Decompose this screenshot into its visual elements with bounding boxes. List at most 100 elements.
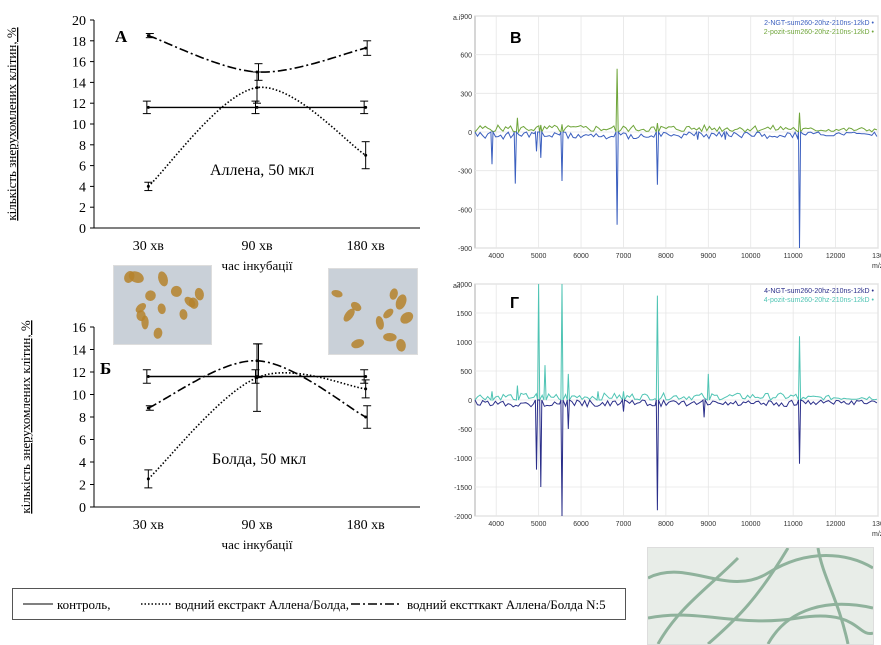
data-point — [146, 406, 150, 410]
cell — [136, 310, 146, 322]
y-tick-label: -2000 — [454, 514, 472, 521]
data-point — [364, 46, 368, 50]
x-tick-label: 30 хв — [133, 239, 165, 254]
cell — [170, 285, 182, 297]
data-point — [255, 86, 259, 90]
x-tick-label: 130 — [872, 253, 881, 260]
cell — [383, 308, 394, 319]
y-tick-label: 1500 — [456, 311, 472, 318]
x-tick-label: 5000 — [531, 253, 547, 260]
y-tick-label: 8 — [79, 139, 86, 154]
cell — [179, 309, 188, 320]
spectrum-trace — [474, 283, 877, 402]
series-line-dotted — [147, 86, 367, 188]
x-tick-label: 8000 — [658, 521, 674, 528]
y-tick-label: 18 — [72, 35, 86, 50]
y-tick-label: -500 — [458, 427, 472, 434]
y-unit-label: a.i. — [453, 283, 462, 290]
filament — [656, 556, 740, 644]
data-point — [364, 105, 368, 109]
cells-photo-left — [113, 265, 212, 345]
y-tick-label: 300 — [460, 91, 472, 98]
y-tick-label: 20 — [72, 14, 86, 29]
filament — [648, 613, 873, 636]
y-tick-label: 1000 — [456, 340, 472, 347]
x-tick-label: 10000 — [741, 253, 761, 260]
filament — [707, 548, 790, 644]
cell — [389, 288, 398, 300]
data-point — [146, 105, 150, 109]
cell — [145, 290, 156, 302]
cell — [194, 287, 204, 301]
cells-photo-right — [328, 268, 418, 355]
x-tick-label: 12000 — [826, 521, 846, 528]
y-tick-label: 4 — [79, 456, 86, 471]
x-tick-label: 11000 — [784, 253, 803, 260]
x-tick-label: 12000 — [826, 253, 846, 260]
data-point — [146, 34, 150, 38]
y-tick-label: 4 — [79, 180, 86, 195]
cell — [124, 270, 135, 283]
y-axis-label: кількість знерухомлених клітин, % — [4, 27, 19, 221]
y-tick-label: -900 — [458, 246, 472, 253]
y-tick-label: 2000 — [456, 282, 472, 289]
cell — [383, 332, 397, 342]
x-tick-label: 7000 — [616, 521, 632, 528]
data-point — [364, 375, 368, 378]
legend-entry: 2-NGT-sum260-20hz-210ns-12kD • — [764, 20, 874, 27]
data-point — [146, 375, 150, 378]
series-line-dotted — [147, 372, 366, 480]
panel-label: Г — [510, 295, 519, 312]
annotation: Болда, 50 мкл — [212, 451, 306, 468]
x-tick-label: 6000 — [573, 253, 589, 260]
data-point — [146, 184, 150, 188]
data-point — [255, 70, 259, 74]
y-tick-label: 14 — [72, 344, 86, 359]
x-unit-label: m/z — [872, 263, 881, 270]
filament — [816, 548, 850, 644]
mass-spectrum-g: 4000 5000 6000 7000 8000 9000 10000 11000 12000 1… — [453, 282, 881, 536]
panel-label: А — [115, 27, 128, 46]
y-tick-label: -1500 — [454, 485, 472, 492]
x-tick-label: 4000 — [488, 521, 504, 528]
x-tick-label: 30 хв — [133, 518, 165, 533]
filament-photo — [647, 547, 874, 645]
y-tick-label: 12 — [72, 97, 86, 112]
y-tick-label: 2 — [79, 201, 86, 216]
cell — [184, 296, 196, 308]
cell — [135, 303, 147, 313]
cell — [396, 339, 406, 352]
y-tick-label: 900 — [460, 14, 472, 21]
cell — [343, 308, 355, 322]
legend-label: водний екстткакт Аллена/Болда N:5 — [407, 597, 606, 612]
cell — [400, 311, 414, 324]
y-tick-label: 0 — [468, 130, 472, 137]
y-unit-label: a.i. — [453, 15, 462, 22]
data-point — [364, 387, 368, 391]
filament — [648, 554, 873, 583]
cell — [395, 294, 407, 310]
spectrum-trace — [474, 130, 878, 249]
mass-spectrum-v: 4000 5000 6000 7000 8000 9000 10000 11000 12000 1… — [453, 14, 881, 270]
x-tick-label: 7000 — [616, 253, 632, 260]
x-tick-label: 9000 — [701, 521, 717, 528]
y-tick-label: 8 — [79, 411, 86, 426]
panel-label: Б — [100, 359, 111, 378]
annotation: Аллена, 50 мкл — [210, 162, 314, 179]
y-tick-label: 6 — [79, 434, 86, 449]
cell — [375, 316, 384, 330]
x-tick-label: 9000 — [701, 253, 717, 260]
spectrum-trace — [474, 68, 878, 134]
y-tick-label: 10 — [72, 389, 86, 404]
x-tick-label: 130 — [872, 521, 881, 528]
x-tick-label: 90 хв — [241, 518, 273, 533]
cell — [350, 301, 362, 312]
x-tick-label: 90 хв — [241, 239, 273, 254]
legend-label: водний екстракт Аллена/Болда, — [175, 597, 349, 612]
y-tick-label: 600 — [460, 53, 472, 60]
data-point — [364, 415, 368, 419]
y-tick-label: -1000 — [454, 456, 472, 463]
x-tick-label: 8000 — [658, 253, 674, 260]
x-axis-label: час інкубації — [222, 537, 293, 552]
y-tick-label: 0 — [468, 398, 472, 405]
